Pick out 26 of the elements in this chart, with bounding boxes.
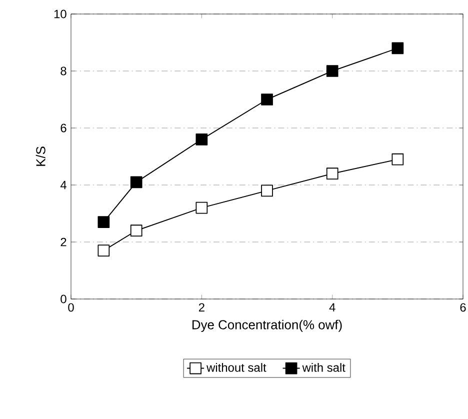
point (326, 168, 338, 180)
point (98, 244, 110, 256)
x-tick-label: 4 (329, 303, 336, 312)
point (261, 184, 273, 197)
y-tick-label: 6 (60, 124, 66, 132)
y-tick-label: 10 (54, 10, 66, 18)
point (392, 42, 404, 54)
point (130, 224, 142, 237)
point (196, 133, 208, 146)
y-tick-label: 8 (60, 66, 66, 76)
point (326, 65, 338, 77)
x-tick-label: 0 (68, 303, 74, 312)
x-tick-label: 6 (460, 303, 466, 312)
point (130, 176, 142, 188)
y-axis-title: K/S (36, 146, 46, 166)
y-tick-label: 2 (60, 238, 66, 246)
x-tick-label: 2 (198, 303, 204, 312)
x-axis-title: Dye Concentration(% owf) (192, 320, 342, 332)
y-tick-label: 0 (60, 294, 66, 304)
legend-label: without salt (206, 363, 266, 372)
point (98, 216, 110, 228)
legend-label: with salt (302, 363, 346, 372)
point (392, 153, 404, 166)
point (261, 94, 273, 106)
point (196, 202, 208, 214)
y-tick-label: 4 (60, 180, 66, 190)
